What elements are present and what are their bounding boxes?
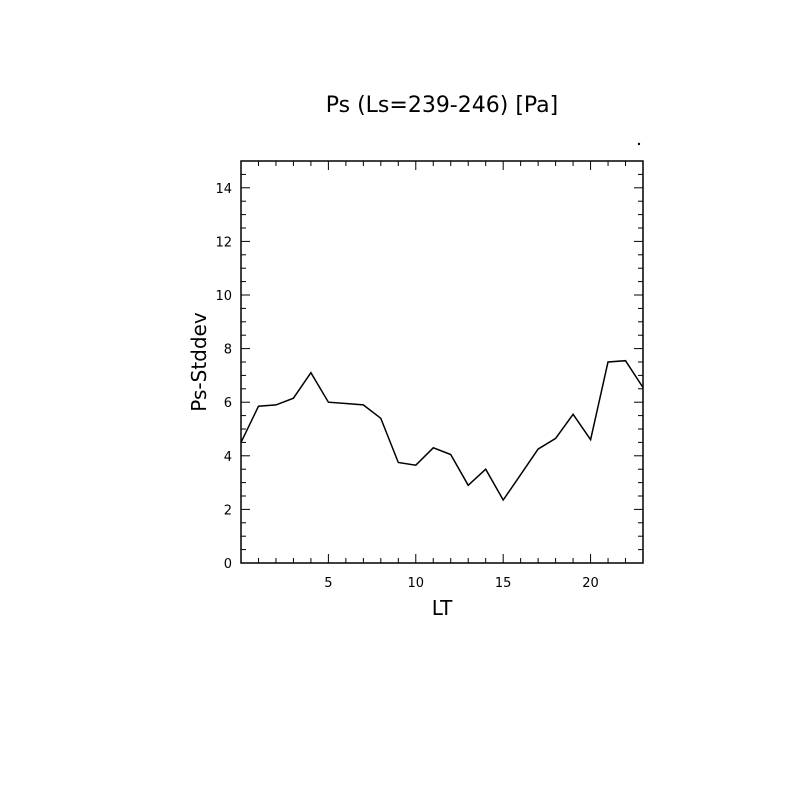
x-tick-label: 20 <box>582 576 599 591</box>
x-tick-label: 10 <box>408 576 425 591</box>
series-line <box>240 359 644 502</box>
x-tick-label: 15 <box>495 576 512 591</box>
y-tick-label: 12 <box>215 235 232 250</box>
tick-labels: 5 10 15 20 0 2 4 6 8 10 12 14 <box>215 182 598 591</box>
y-tick-label: 0 <box>224 557 232 572</box>
y-tick-label: 10 <box>215 289 232 304</box>
y-tick-label: 2 <box>224 503 232 518</box>
x-axis-label: LT <box>432 596 453 620</box>
chart-title: Ps (Ls=239-246) [Pa] <box>326 93 559 118</box>
axis-ticks <box>241 161 643 563</box>
y-tick-label: 6 <box>224 396 232 411</box>
y-tick-label: 14 <box>215 182 232 197</box>
y-tick-label: 4 <box>224 450 232 465</box>
y-tick-label: 8 <box>224 343 232 358</box>
x-tick-label: 5 <box>324 576 332 591</box>
y-axis-label: Ps-Stddev <box>187 312 211 412</box>
corner-dot <box>637 142 641 146</box>
plot-frame <box>240 160 644 564</box>
